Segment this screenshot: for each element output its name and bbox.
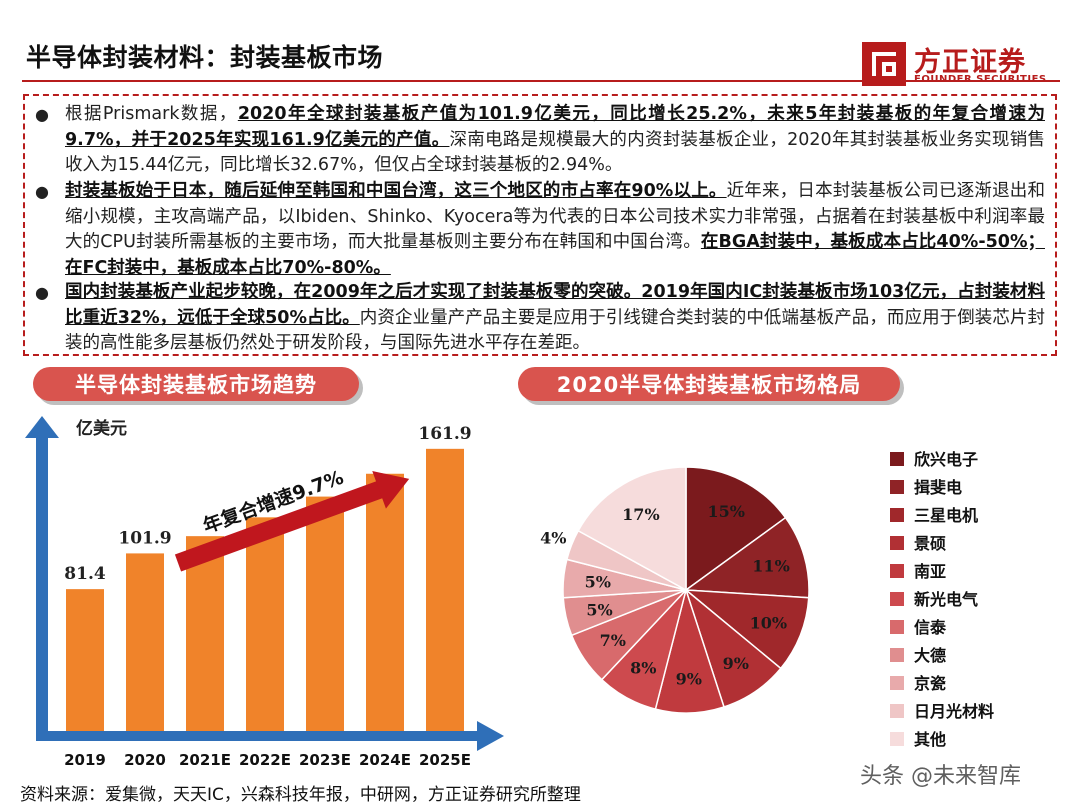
slice-value-label: 11% [752, 556, 789, 575]
bullet-1: ● 根据Prismark数据，2020年全球封装基板产值为101.9亿美元，同比增… [35, 102, 1045, 179]
growth-arrow-head-icon [372, 471, 410, 509]
bar-2021E [186, 536, 224, 731]
growth-arrow-body [174, 479, 386, 572]
slice-value-label: 5% [585, 573, 611, 592]
title-divider [22, 80, 1060, 82]
legend-swatch [890, 648, 904, 662]
slice-value-label: 10% [750, 614, 787, 633]
legend-label: 三星电机 [914, 506, 978, 525]
legend-swatch [890, 564, 904, 578]
bullet-2: ● 封装基板始于日本，随后延伸至韩国和中国台湾，这三个地区的市占率在90%以上。近… [35, 179, 1045, 281]
founder-logo-icon [862, 42, 906, 86]
slice-value-label: 7% [600, 631, 626, 650]
summary-box: ● 根据Prismark数据，2020年全球封装基板产值为101.9亿美元，同比增… [23, 94, 1057, 356]
x-tick-label: 2020 [124, 751, 166, 769]
legend-swatch [890, 480, 904, 494]
bullet-text: 根据Prismark数据，2020年全球封装基板产值为101.9亿美元，同比增长… [35, 102, 1045, 179]
page-title: 半导体封装材料：封装基板市场 [26, 43, 384, 72]
pie-slice-三星电机 [683, 589, 810, 670]
x-tick-label: 2023E [299, 751, 351, 769]
legend-label: 揖斐电 [914, 478, 962, 497]
watermark: 头条 @未来智库 [860, 764, 1021, 789]
y-axis [36, 430, 48, 739]
legend-swatch [890, 592, 904, 606]
bullet-text: 封装基板始于日本，随后延伸至韩国和中国台湾，这三个地区的市占率在90%以上。近年… [35, 179, 1045, 281]
legend-label: 日月光材料 [914, 702, 994, 721]
bar-2020 [126, 553, 164, 731]
slice-value-label: 9% [723, 654, 749, 673]
legend-swatch [890, 620, 904, 634]
x-tick-label: 2022E [239, 751, 291, 769]
legend-label: 欣兴电子 [914, 450, 978, 469]
pie-slice-其他 [577, 466, 687, 592]
legend-label: 景硕 [914, 534, 946, 553]
legend-label: 新光电气 [914, 590, 978, 609]
slice-value-label: 4% [540, 528, 566, 547]
legend-swatch [890, 732, 904, 746]
bar-2022E [246, 517, 284, 731]
legend-swatch [890, 676, 904, 690]
bullet-highlight-text: 国内封装基板产业起步较晚，在2009年之后才实现了封装基板零的突破。2019年国… [65, 282, 1045, 328]
slice-value-label: 17% [622, 505, 659, 524]
source-note: 资料来源：爱集微，天天IC，兴森科技年报，中研网，方正证券研究所整理 [20, 785, 581, 805]
legend-label: 京瓷 [914, 674, 946, 693]
legend-swatch [890, 452, 904, 466]
legend-swatch [890, 704, 904, 718]
legend-label: 南亚 [914, 562, 946, 581]
bullet-3: ● 国内封装基板产业起步较晚，在2009年之后才实现了封装基板零的突破。2019年… [35, 280, 1045, 357]
slice-value-label: 5% [586, 600, 612, 619]
market-share-banner: 2020半导体封装基板市场格局 [518, 367, 900, 401]
slice-value-label: 9% [676, 670, 702, 689]
legend-label: 其他 [914, 730, 946, 749]
data-label: 101.9 [118, 528, 171, 548]
bullet-plain-text: 根据Prismark数据， [65, 104, 238, 124]
y-axis-label: 亿美元 [76, 418, 127, 439]
x-tick-label: 2021E [179, 751, 231, 769]
pie-slice-欣兴电子 [685, 466, 787, 592]
market-trend-banner: 半导体封装基板市场趋势 [33, 367, 359, 401]
bullet-plain-text: 内资企业量产产品主要是应用于引线键合类封装的中低端基板产品，而应用于倒装芯片封装… [65, 307, 1045, 354]
x-tick-label: 2024E [359, 751, 411, 769]
pie-slice-揖斐电 [683, 516, 810, 599]
x-tick-label: 2019 [64, 751, 106, 769]
x-axis-arrow-icon [477, 721, 504, 751]
bullet-plain-text: 近年来，日本封装基板公司已逐渐退出和缩小规模，主攻高端产品，以Ibiden、Sh… [65, 181, 1045, 252]
logo-name-en: FOUNDER SECURITIES [914, 74, 1047, 85]
x-tick-label: 2025E [419, 751, 471, 769]
slice-value-label: 15% [707, 502, 744, 521]
x-axis [36, 731, 481, 741]
bullet-highlight-text: 在BGA封装中，基板成本占比40%-50%；在FC封装中，基板成本占比70%-8… [65, 232, 1045, 278]
slice-value-label: 8% [630, 659, 656, 678]
legend-label: 大德 [914, 646, 946, 665]
legend-swatch [890, 508, 904, 522]
bar-2025E [426, 448, 464, 731]
bullet-dot-icon: ● [35, 283, 49, 302]
market-trend-chart: 亿美元 2019 81.4 2020 101.9 2021E 2022E 2023E 2024E… [25, 416, 504, 769]
bullet-text: 国内封装基板产业起步较晚，在2009年之后才实现了封装基板零的突破。2019年国… [35, 280, 1045, 357]
data-label: 81.4 [64, 564, 106, 584]
logo-name-cn: 方正证券 [914, 47, 1026, 78]
bar-2024E [366, 473, 404, 731]
bar-2019 [66, 589, 104, 731]
legend-label: 信泰 [914, 618, 947, 637]
market-share-chart: 15% 11% 10% 9% 9% 8%7% 5% 5% 4% 17% 欣兴电子揖斐电三星电机景硕南… [540, 450, 994, 749]
bullet-dot-icon: ● [35, 182, 49, 201]
y-axis-arrow-icon [25, 416, 59, 438]
bullet-plain-text: 深南电路是规模最大的内资封装基板企业，2020年其封装基板业务实现销售收入为15… [65, 129, 1045, 176]
bar-2023E [306, 496, 344, 731]
data-label: 161.9 [418, 424, 471, 444]
brand-logo: 方正证券 FOUNDER SECURITIES [862, 38, 1052, 88]
bullet-highlight-text: 封装基板始于日本，随后延伸至韩国和中国台湾，这三个地区的市占率在90%以上。 [65, 181, 727, 201]
bullet-highlight-text: 2020年全球封装基板产值为101.9亿美元，同比增长25.2%，未来5年封装基… [65, 104, 1045, 150]
bullet-dot-icon: ● [35, 105, 49, 124]
legend-swatch [890, 536, 904, 550]
growth-arrow [174, 471, 410, 572]
